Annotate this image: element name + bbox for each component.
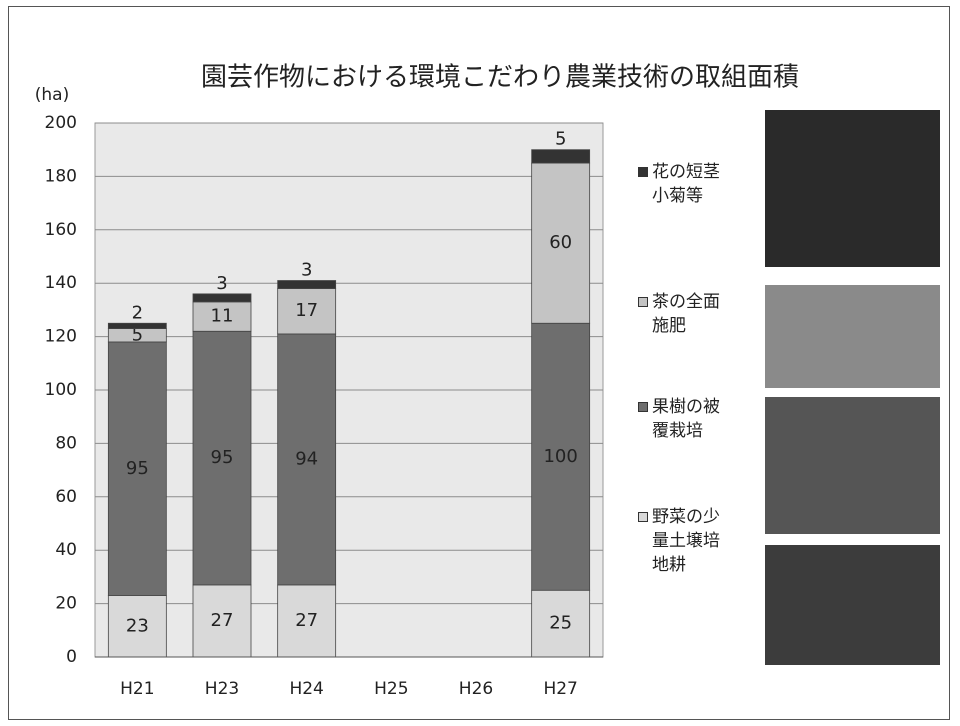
- bar-segment: [107, 322, 167, 329]
- bar-segment: [277, 333, 337, 586]
- value-label: 94: [295, 448, 318, 469]
- value-label: 95: [211, 447, 234, 468]
- bar-segment: [277, 288, 337, 335]
- x-tick-label: H26: [459, 679, 493, 699]
- legend-label: 野菜の少量土壌培地耕: [652, 507, 720, 575]
- frame: [8, 6, 950, 720]
- bar-segment: [192, 301, 252, 332]
- y-tick-label: 180: [45, 166, 77, 186]
- legend-swatch: [638, 297, 648, 307]
- y-tick-label: 40: [55, 540, 77, 560]
- value-label: 27: [211, 610, 234, 631]
- value-label: 3: [301, 260, 312, 281]
- bar-segment: [192, 584, 252, 658]
- y-tick-label: 0: [66, 647, 77, 667]
- bar-segment: [531, 149, 591, 164]
- bar-segment: [531, 162, 591, 324]
- bar-segment: [531, 322, 591, 591]
- legend-item: 野菜の少量土壌培地耕: [638, 505, 758, 577]
- bar-segment: [192, 293, 252, 303]
- photo: [765, 397, 940, 534]
- bar-segment: [192, 330, 252, 586]
- y-tick-label: 200: [45, 113, 77, 133]
- legend-item: 花の短茎小菊等: [638, 160, 758, 208]
- legend-item: 茶の全面施肥: [638, 290, 758, 338]
- y-tick-label: 100: [45, 380, 77, 400]
- legend-item: 果樹の被覆栽培: [638, 395, 758, 443]
- y-tick-label: 140: [45, 273, 77, 293]
- photo: [765, 545, 940, 665]
- value-label: 17: [295, 300, 318, 321]
- value-label: 25: [549, 613, 572, 634]
- photo: [765, 285, 940, 388]
- bar-segment: [107, 341, 167, 596]
- x-tick-label: H23: [205, 679, 239, 699]
- value-label: 5: [555, 129, 566, 150]
- y-tick-label: 20: [55, 594, 77, 614]
- legend-swatch: [638, 402, 648, 412]
- value-label: 27: [295, 610, 318, 631]
- x-tick-label: H24: [289, 679, 323, 699]
- y-tick-label: 80: [55, 433, 77, 453]
- legend-label: 花の短茎小菊等: [652, 162, 720, 206]
- x-tick-label: H21: [120, 679, 154, 699]
- value-label: 5: [132, 324, 143, 345]
- bar-segment: [107, 595, 167, 658]
- legend-label: 果樹の被覆栽培: [652, 397, 720, 441]
- legend-swatch: [638, 167, 648, 177]
- value-label: 100: [543, 446, 577, 467]
- chart-title: 園芸作物における環境こだわり農業技術の取組面積: [201, 63, 799, 93]
- value-label: 23: [126, 615, 149, 636]
- legend-label: 茶の全面施肥: [652, 292, 720, 336]
- y-tick-label: 120: [45, 327, 77, 347]
- value-label: 60: [549, 232, 572, 253]
- value-label: 11: [211, 306, 234, 327]
- bar-segment: [277, 280, 337, 289]
- y-tick-label: 160: [45, 220, 77, 240]
- y-tick-label: 60: [55, 487, 77, 507]
- x-tick-label: H25: [374, 679, 408, 699]
- photo: [765, 110, 940, 267]
- bar-segment: [531, 589, 591, 658]
- value-label: 2: [132, 302, 143, 323]
- x-tick-label: H27: [543, 679, 577, 699]
- legend-swatch: [638, 512, 648, 522]
- value-label: 95: [126, 458, 149, 479]
- value-label: 3: [216, 273, 227, 294]
- y-axis-label: (ha): [35, 85, 69, 105]
